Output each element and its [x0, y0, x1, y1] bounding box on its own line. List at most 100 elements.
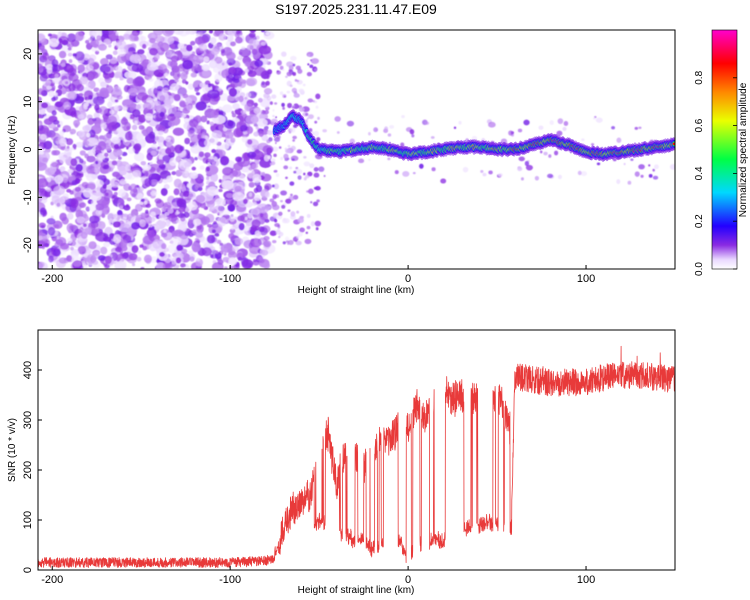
noise-blob — [131, 245, 139, 254]
noise-blob — [213, 205, 225, 214]
noise-blob — [103, 92, 110, 98]
noise-blob — [60, 62, 66, 67]
noise-blob — [252, 173, 262, 183]
noise-blob — [114, 246, 123, 253]
noise-blob — [294, 239, 298, 243]
noise-blob — [288, 69, 293, 72]
noise-blob — [302, 83, 306, 87]
noise-blob — [161, 243, 167, 250]
noise-blob — [313, 172, 320, 178]
noise-blob — [265, 81, 270, 86]
noise-blob — [157, 41, 164, 48]
noise-blob — [138, 114, 147, 123]
noise-blob — [482, 172, 487, 177]
noise-blob — [508, 130, 514, 136]
noise-blob — [238, 54, 242, 59]
noise-blob — [248, 167, 253, 171]
noise-blob — [119, 179, 127, 185]
noise-blob — [424, 121, 430, 125]
x-tick-label: 100 — [577, 273, 595, 285]
noise-blob — [258, 226, 265, 233]
noise-blob — [194, 36, 207, 46]
noise-blob — [258, 130, 264, 137]
noise-blob — [95, 123, 101, 129]
noise-blob — [59, 138, 67, 147]
noise-blob — [111, 160, 118, 166]
noise-blob — [257, 142, 269, 151]
noise-blob — [132, 262, 136, 267]
noise-blob — [218, 33, 227, 41]
noise-blob — [294, 79, 298, 82]
noise-blob — [40, 38, 48, 46]
noise-blob — [230, 137, 236, 143]
noise-blob — [236, 86, 242, 92]
noise-blob — [244, 103, 253, 112]
noise-blob — [266, 95, 272, 101]
noise-blob — [315, 105, 319, 109]
noise-blob — [184, 172, 190, 177]
noise-blob — [199, 31, 203, 36]
noise-blob — [131, 63, 144, 73]
noise-blob — [281, 204, 286, 209]
noise-blob — [431, 167, 436, 172]
noise-blob — [144, 177, 152, 188]
noise-blob — [258, 97, 263, 103]
noise-blob — [38, 146, 43, 152]
noise-blob — [271, 94, 277, 99]
noise-blob — [83, 223, 87, 228]
noise-blob — [86, 71, 95, 81]
noise-blob — [306, 225, 311, 230]
noise-blob — [111, 136, 121, 144]
noise-blob — [303, 161, 311, 167]
noise-blob — [183, 161, 191, 167]
noise-blob — [263, 240, 272, 248]
noise-blob — [237, 215, 245, 222]
noise-blob — [38, 96, 42, 103]
noise-blob — [290, 211, 296, 217]
x-tick-label: -200 — [41, 574, 63, 586]
noise-blob — [652, 175, 659, 180]
noise-blob — [264, 219, 270, 223]
noise-blob — [190, 40, 196, 46]
noise-blob — [115, 65, 123, 73]
noise-blob — [41, 102, 49, 109]
noise-blob — [279, 91, 284, 96]
noise-blob — [652, 168, 655, 172]
colorbar-tick-label: 0.2 — [694, 214, 705, 228]
noise-blob — [255, 125, 259, 130]
noise-blob — [113, 144, 120, 149]
noise-blob — [166, 50, 173, 58]
noise-blob — [298, 107, 305, 112]
noise-blob — [182, 190, 190, 198]
noise-blob — [179, 166, 186, 173]
noise-blob — [322, 129, 327, 133]
noise-blob — [138, 124, 144, 130]
noise-blob — [194, 237, 200, 242]
y-tick-label: 100 — [22, 511, 34, 529]
noise-blob — [264, 109, 269, 115]
noise-blob — [38, 113, 42, 119]
noise-blob — [81, 181, 89, 188]
noise-blob — [310, 58, 320, 64]
noise-blob — [142, 164, 151, 171]
noise-blob — [67, 212, 74, 220]
noise-blob — [188, 217, 194, 224]
noise-blob — [120, 49, 125, 53]
noise-blob — [139, 244, 144, 248]
noise-blob — [244, 68, 249, 73]
noise-blob — [98, 228, 103, 234]
noise-blob — [86, 173, 96, 182]
noise-blob — [231, 110, 235, 115]
noise-blob — [264, 183, 272, 191]
noise-blob — [118, 258, 127, 268]
noise-blob — [557, 174, 563, 180]
noise-blob — [89, 40, 95, 46]
noise-blob — [87, 80, 96, 90]
noise-blob — [82, 188, 93, 198]
noise-blob — [159, 111, 165, 117]
noise-blob — [102, 184, 107, 189]
noise-blob — [266, 139, 271, 144]
noise-blob — [269, 230, 277, 237]
noise-blob — [228, 87, 238, 97]
noise-blob — [169, 157, 177, 167]
